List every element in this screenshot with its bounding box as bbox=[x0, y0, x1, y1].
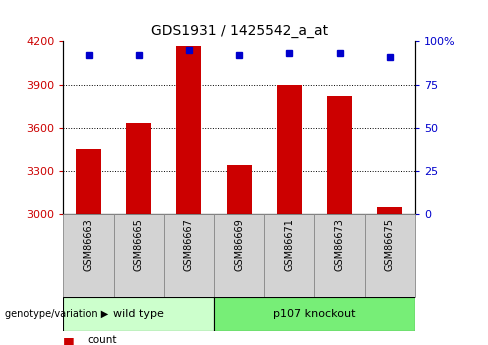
Bar bbox=[214, 214, 264, 297]
Bar bbox=[76, 149, 101, 214]
Text: genotype/variation ▶: genotype/variation ▶ bbox=[5, 309, 108, 319]
Bar bbox=[365, 214, 415, 297]
Text: GSM86669: GSM86669 bbox=[234, 218, 244, 271]
Bar bbox=[377, 207, 402, 214]
Text: p107 knockout: p107 knockout bbox=[273, 309, 356, 319]
Text: GSM86675: GSM86675 bbox=[385, 218, 395, 271]
Bar bbox=[176, 46, 202, 214]
Text: ■: ■ bbox=[63, 335, 79, 345]
Bar bbox=[214, 297, 415, 331]
Bar bbox=[126, 123, 151, 214]
Bar bbox=[277, 85, 302, 214]
Text: GSM86671: GSM86671 bbox=[285, 218, 294, 271]
Text: GSM86665: GSM86665 bbox=[134, 218, 144, 271]
Bar bbox=[63, 297, 214, 331]
Bar bbox=[63, 214, 114, 297]
Bar bbox=[226, 165, 252, 214]
Bar bbox=[314, 214, 365, 297]
Bar bbox=[327, 96, 352, 214]
Text: count: count bbox=[88, 335, 117, 345]
Bar bbox=[114, 214, 164, 297]
Title: GDS1931 / 1425542_a_at: GDS1931 / 1425542_a_at bbox=[151, 23, 327, 38]
Text: GSM86663: GSM86663 bbox=[83, 218, 94, 271]
Bar bbox=[264, 214, 314, 297]
Text: GSM86667: GSM86667 bbox=[184, 218, 194, 271]
Text: GSM86673: GSM86673 bbox=[334, 218, 345, 271]
Bar bbox=[164, 214, 214, 297]
Text: wild type: wild type bbox=[113, 309, 164, 319]
